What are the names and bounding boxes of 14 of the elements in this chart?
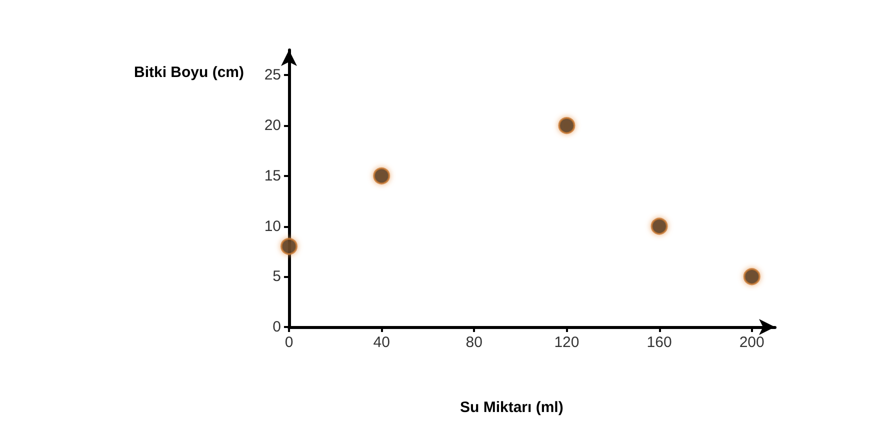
y-tick-label: 5 — [272, 268, 281, 286]
x-tick-label: 120 — [554, 334, 580, 351]
x-axis-title: Su Miktarı (ml) — [460, 399, 564, 416]
x-tick-label: 200 — [739, 334, 764, 351]
x-tick-label: 160 — [646, 334, 672, 351]
y-tick-label: 20 — [264, 117, 281, 134]
x-tick-label: 40 — [373, 334, 390, 351]
y-tick-label: 25 — [264, 66, 281, 84]
y-tick-label: 0 — [272, 318, 281, 336]
y-tick-label: 15 — [264, 167, 281, 184]
x-tick-label: 80 — [466, 334, 482, 351]
y-tick-label: 10 — [264, 218, 281, 235]
y-axis-title: Bitki Boyu (cm) — [134, 64, 244, 81]
x-tick-label: 0 — [284, 334, 294, 351]
